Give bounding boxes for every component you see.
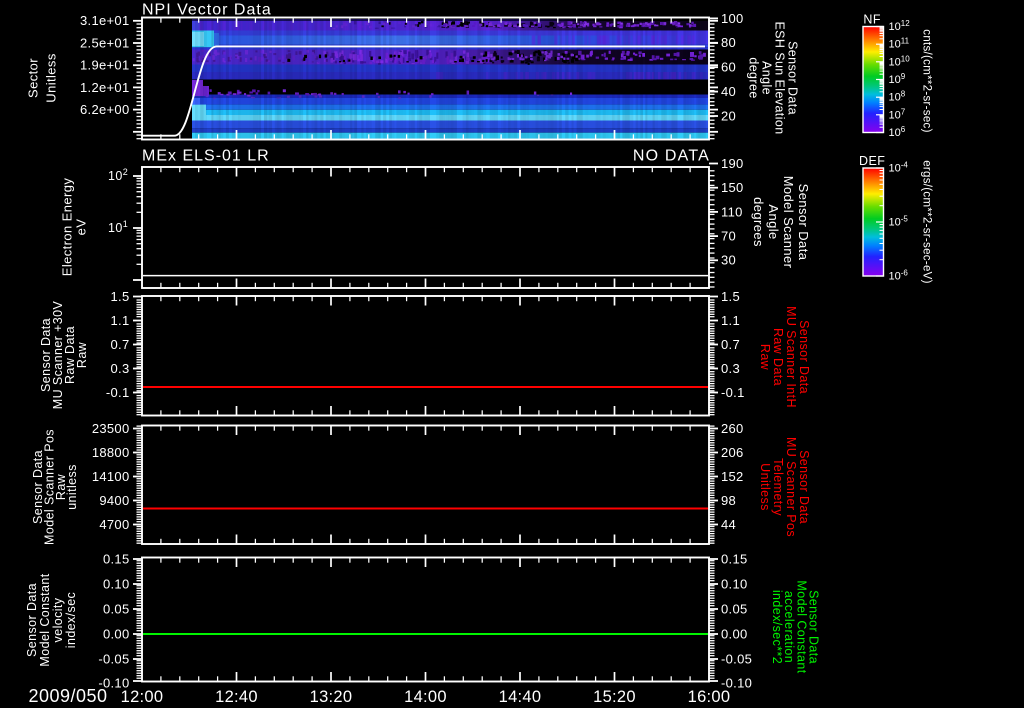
svg-text:260: 260 [721, 421, 744, 436]
svg-text:Raw Data: Raw Data [771, 328, 785, 386]
svg-text:100: 100 [721, 11, 744, 26]
svg-text:-0.1: -0.1 [106, 385, 130, 400]
svg-text:-0.05: -0.05 [721, 651, 752, 666]
svg-text:-0.10: -0.10 [98, 675, 129, 690]
svg-text:Angle: Angle [766, 204, 781, 239]
svg-text:4700: 4700 [99, 517, 129, 532]
svg-text:0.00: 0.00 [103, 626, 130, 641]
svg-text:MEx ELS-01 LR: MEx ELS-01 LR [142, 148, 270, 165]
svg-text:NO DATA: NO DATA [633, 148, 710, 165]
svg-text:0.10: 0.10 [103, 576, 130, 591]
svg-text:degrees: degrees [751, 197, 766, 247]
svg-text:velocity: velocity [51, 597, 65, 642]
svg-text:eV: eV [73, 219, 88, 236]
svg-text:12:40: 12:40 [215, 688, 258, 706]
svg-text:44: 44 [721, 517, 736, 532]
svg-text:Angle: Angle [760, 61, 774, 95]
svg-text:6.2e+00: 6.2e+00 [80, 102, 129, 117]
svg-text:13:20: 13:20 [310, 688, 353, 706]
svg-text:unitless: unitless [65, 464, 79, 510]
svg-text:0.3: 0.3 [721, 361, 740, 376]
svg-text:Electron Energy: Electron Energy [60, 178, 75, 277]
svg-text:ESH Sun Elevation: ESH Sun Elevation [773, 21, 787, 134]
svg-text:152: 152 [721, 469, 744, 484]
svg-text:Model Scanner Pos: Model Scanner Pos [43, 429, 57, 545]
svg-text:NPI Vector Data: NPI Vector Data [142, 2, 272, 19]
svg-text:0.3: 0.3 [111, 361, 130, 376]
svg-text:30: 30 [721, 253, 736, 268]
svg-text:0.7: 0.7 [721, 337, 740, 352]
svg-text:14:40: 14:40 [499, 688, 542, 706]
svg-text:Sensor Data: Sensor Data [786, 41, 800, 115]
svg-text:0.10: 0.10 [721, 576, 748, 591]
svg-text:index/sec: index/sec [64, 592, 78, 648]
svg-text:15:20: 15:20 [593, 688, 636, 706]
svg-text:14:00: 14:00 [404, 688, 447, 706]
svg-text:Raw: Raw [54, 473, 68, 500]
svg-text:70: 70 [721, 229, 736, 244]
svg-text:Sensor Data: Sensor Data [797, 320, 811, 394]
svg-text:-0.1: -0.1 [721, 385, 745, 400]
svg-text:0.15: 0.15 [721, 551, 748, 566]
svg-text:Model Scanner: Model Scanner [781, 176, 796, 269]
svg-text:Raw Data: Raw Data [63, 326, 77, 384]
svg-text:MU Scanner IntH: MU Scanner IntH [784, 306, 798, 408]
svg-text:1.5: 1.5 [721, 289, 740, 304]
svg-text:degree: degree [747, 57, 761, 98]
svg-text:Sensor Data: Sensor Data [796, 184, 811, 261]
svg-text:Telemetry: Telemetry [771, 458, 785, 516]
svg-text:Unitless: Unitless [758, 463, 772, 511]
svg-text:150: 150 [721, 180, 744, 195]
svg-text:Raw: Raw [75, 341, 89, 368]
svg-text:1.9e+01: 1.9e+01 [80, 58, 129, 73]
svg-text:2.5e+01: 2.5e+01 [80, 35, 129, 50]
svg-text:MU Scanner Pos: MU Scanner Pos [784, 437, 798, 537]
svg-text:12:00: 12:00 [121, 688, 164, 706]
svg-text:1.5: 1.5 [111, 289, 130, 304]
svg-text:0.7: 0.7 [111, 337, 130, 352]
svg-text:ergs/(cm**2-sr-sec-eV): ergs/(cm**2-sr-sec-eV) [921, 160, 933, 284]
svg-text:1.1: 1.1 [721, 313, 740, 328]
svg-text:0.05: 0.05 [721, 601, 748, 616]
svg-text:Sensor Data: Sensor Data [807, 590, 821, 664]
svg-text:MU Scanner +30V: MU Scanner +30V [51, 300, 65, 409]
svg-text:-0.10: -0.10 [721, 675, 752, 690]
svg-text:206: 206 [721, 445, 744, 460]
svg-text:60: 60 [721, 60, 736, 75]
svg-text:Sector: Sector [25, 58, 40, 98]
svg-text:NF: NF [863, 13, 881, 27]
svg-text:14100: 14100 [92, 469, 130, 484]
svg-text:acceleration: acceleration [782, 591, 796, 663]
svg-text:1.1: 1.1 [111, 313, 130, 328]
svg-text:2009/050: 2009/050 [28, 686, 107, 706]
svg-text:Sensor Data: Sensor Data [25, 583, 39, 657]
svg-text:98: 98 [721, 493, 736, 508]
svg-text:0.00: 0.00 [721, 626, 748, 641]
svg-text:0.15: 0.15 [103, 551, 130, 566]
svg-text:20: 20 [721, 108, 736, 123]
svg-text:Sensor Data: Sensor Data [39, 318, 53, 392]
svg-text:Model Constant: Model Constant [794, 580, 808, 673]
svg-text:Raw: Raw [758, 344, 772, 371]
svg-text:cnts/(cm**2-sr-sec): cnts/(cm**2-sr-sec) [921, 29, 933, 132]
svg-text:3.1e+01: 3.1e+01 [80, 13, 129, 28]
svg-text:110: 110 [721, 204, 743, 219]
svg-text:80: 80 [721, 35, 736, 50]
svg-text:index/sec**2: index/sec**2 [770, 590, 784, 664]
svg-text:40: 40 [721, 84, 736, 99]
svg-text:DEF: DEF [859, 154, 886, 168]
svg-text:Sensor Data: Sensor Data [797, 450, 811, 524]
svg-text:-0.05: -0.05 [98, 651, 129, 666]
svg-text:Sensor Data: Sensor Data [31, 450, 45, 524]
svg-text:Unitless: Unitless [44, 53, 59, 103]
svg-text:190: 190 [721, 156, 744, 171]
svg-text:18800: 18800 [92, 445, 130, 460]
svg-text:23500: 23500 [92, 421, 130, 436]
svg-text:9400: 9400 [99, 493, 129, 508]
svg-text:Model Constant: Model Constant [38, 573, 52, 666]
svg-text:0.05: 0.05 [103, 601, 130, 616]
svg-text:1.2e+01: 1.2e+01 [80, 80, 129, 95]
svg-text:16:00: 16:00 [688, 688, 731, 706]
